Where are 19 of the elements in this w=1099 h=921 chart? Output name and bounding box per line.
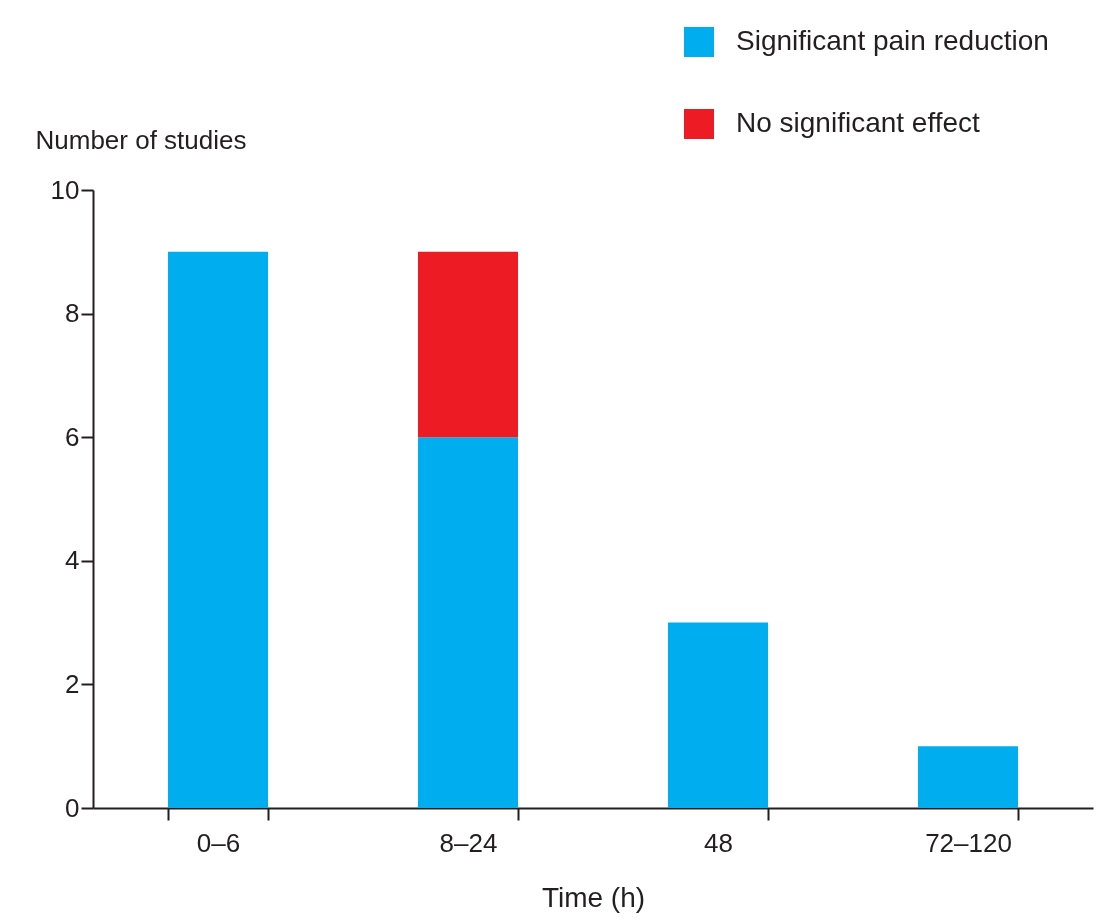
- y-tick-label: 10: [50, 174, 80, 205]
- y-axis-title: Number of studies: [35, 124, 247, 155]
- legend-label: No significant effect: [736, 107, 981, 138]
- x-tick-label: 8–24: [439, 827, 498, 858]
- y-tick-label: 8: [65, 298, 80, 329]
- bar: [418, 251, 518, 438]
- x-tick-label: 0–6: [196, 827, 241, 858]
- legend-label: Significant pain reduction: [736, 25, 1049, 56]
- x-tick-label: 72–120: [925, 827, 1012, 858]
- bar: [918, 746, 1018, 808]
- bar: [168, 251, 268, 808]
- y-tick-label: 6: [65, 421, 80, 452]
- bar: [668, 622, 768, 808]
- y-tick-label: 2: [65, 668, 80, 699]
- y-tick-label: 4: [65, 545, 80, 576]
- x-tick-label: 48: [704, 827, 733, 858]
- y-tick-label: 0: [65, 792, 80, 823]
- bar: [418, 437, 518, 808]
- x-axis-title: Time (h): [541, 881, 646, 913]
